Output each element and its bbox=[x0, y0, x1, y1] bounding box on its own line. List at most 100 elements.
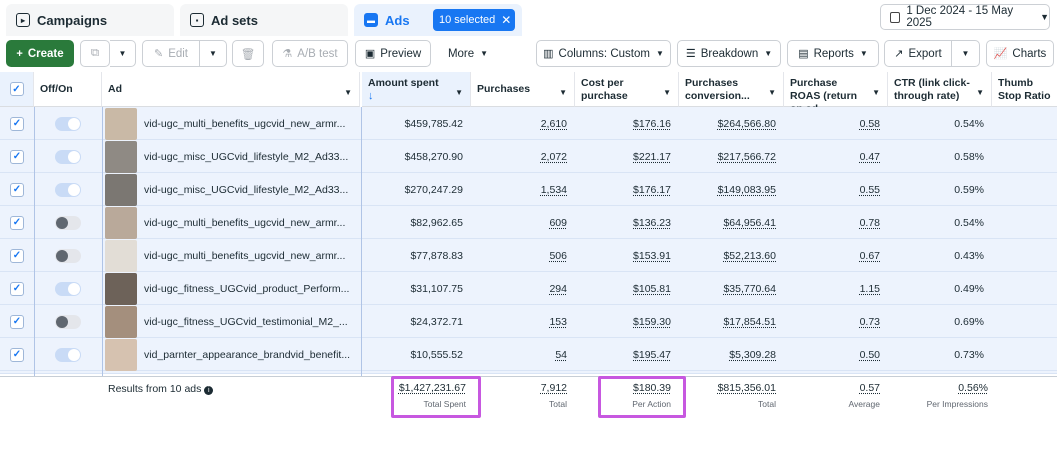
ad-name-cell[interactable]: vid-ugc_multi_benefits_ugcvid_new_armr..… bbox=[105, 206, 360, 239]
ad-name-cell[interactable]: vid-ugc_multi_benefits_ugcvid_new_armr..… bbox=[105, 107, 360, 140]
header-offon[interactable]: Off/On bbox=[34, 72, 102, 107]
sort-caret-icon[interactable]: ▼ bbox=[768, 88, 776, 97]
columns-button[interactable]: ▥ Columns: Custom ▼ bbox=[536, 40, 671, 67]
table-row[interactable]: ✓ vid-ugc_fitness_UGCvid_testimonial_M2_.… bbox=[0, 305, 1057, 338]
ad-name[interactable]: vid-ugc_misc_UGCvid_lifestyle_M2_Ad33... bbox=[144, 183, 349, 196]
ad-name[interactable]: vid_parnter_appearance_brandvid_benefit.… bbox=[144, 348, 351, 361]
header-purchase-roas[interactable]: Purchase ROAS (return on ad...▼ bbox=[784, 72, 888, 115]
more-button[interactable]: More ▼ bbox=[438, 40, 498, 67]
purchases-value[interactable]: 1,534 bbox=[540, 183, 567, 196]
purchases-conversion-value[interactable]: $52,213.60 bbox=[723, 249, 776, 262]
header-amount-spent[interactable]: Amount spent ↓ ▼ bbox=[362, 72, 471, 107]
purchase-roas-value[interactable]: 0.50 bbox=[859, 348, 880, 361]
ad-toggle[interactable] bbox=[55, 281, 81, 296]
table-row[interactable]: ✓ vid-ugc_multi_benefits_ugcvid_new_armr.… bbox=[0, 206, 1057, 239]
purchases-value[interactable]: 506 bbox=[549, 249, 567, 262]
header-purchases[interactable]: Purchases ▼ bbox=[471, 72, 575, 107]
ad-name-cell[interactable]: vid-ugc_misc_UGCvid_lifestyle_M2_Ad33... bbox=[105, 173, 360, 206]
purchases-value[interactable]: 2,072 bbox=[540, 150, 567, 163]
purchases-value[interactable]: 294 bbox=[549, 282, 567, 295]
purchases-conversion-value[interactable]: $35,770.64 bbox=[723, 282, 776, 295]
duplicate-button[interactable]: ⧉ bbox=[80, 40, 110, 67]
ad-toggle[interactable] bbox=[55, 347, 81, 362]
purchases-value[interactable]: 2,610 bbox=[540, 117, 567, 130]
ad-toggle[interactable] bbox=[55, 116, 81, 131]
purchases-conversion-value[interactable]: $5,309.28 bbox=[729, 348, 776, 361]
ab-test-button[interactable]: ⚗ A/B test bbox=[272, 40, 348, 67]
selection-pill[interactable]: 10 selected ✕ bbox=[433, 9, 515, 31]
cost-per-purchase-value[interactable]: $105.81 bbox=[633, 282, 671, 295]
row-checkbox[interactable]: ✓ bbox=[10, 347, 24, 362]
delete-button[interactable]: 🗑 bbox=[232, 40, 264, 67]
ad-name-cell[interactable]: vid_parnter_appearance_brandvid_benefit.… bbox=[105, 338, 360, 371]
table-row[interactable]: ✓ vid-ugc_multi_benefits_ugcvid_new_armr.… bbox=[0, 239, 1057, 272]
create-button[interactable]: + Create bbox=[6, 40, 74, 67]
cost-per-purchase-value[interactable]: $136.23 bbox=[633, 216, 671, 229]
ad-name[interactable]: vid-ugc_multi_benefits_ugcvid_new_armr..… bbox=[144, 249, 346, 262]
edit-menu-button[interactable]: ▼ bbox=[199, 40, 227, 67]
row-checkbox[interactable]: ✓ bbox=[10, 215, 24, 230]
purchases-conversion-value[interactable]: $17,854.51 bbox=[723, 315, 776, 328]
table-row[interactable]: ✓ vid_parnter_appearance_brandvid_benefit… bbox=[0, 338, 1057, 371]
row-checkbox[interactable]: ✓ bbox=[10, 248, 24, 263]
ad-toggle[interactable] bbox=[55, 314, 81, 329]
purchases-value[interactable]: 54 bbox=[555, 348, 567, 361]
header-cost-per-purchase[interactable]: Cost per purchase ▼ bbox=[575, 72, 679, 107]
date-range-picker[interactable]: 1 Dec 2024 - 15 May 2025 ▼ bbox=[880, 4, 1050, 30]
purchases-conversion-value[interactable]: $149,083.95 bbox=[717, 183, 776, 196]
ad-toggle[interactable] bbox=[55, 215, 81, 230]
cost-per-purchase-value[interactable]: $176.17 bbox=[633, 183, 671, 196]
reports-button[interactable]: ▤ Reports ▼ bbox=[787, 40, 879, 67]
preview-button[interactable]: ▣ Preview bbox=[355, 40, 431, 67]
purchase-roas-value[interactable]: 0.55 bbox=[859, 183, 880, 196]
ad-name[interactable]: vid-ugc_fitness_UGCvid_product_Perform..… bbox=[144, 282, 350, 295]
cost-per-purchase-value[interactable]: $195.47 bbox=[633, 348, 671, 361]
row-checkbox[interactable]: ✓ bbox=[10, 149, 24, 164]
clear-selection-icon[interactable]: ✕ bbox=[501, 13, 512, 27]
header-thumb-stop[interactable]: Thumb Stop Ratio bbox=[992, 72, 1057, 107]
ad-name-cell[interactable]: vid-ugc_fitness_UGCvid_testimonial_M2_..… bbox=[105, 305, 360, 338]
cost-per-purchase-value[interactable]: $221.17 bbox=[633, 150, 671, 163]
cost-per-purchase-value[interactable]: $159.30 bbox=[633, 315, 671, 328]
row-checkbox[interactable]: ✓ bbox=[10, 281, 24, 296]
ad-name[interactable]: vid-ugc_multi_benefits_ugcvid_new_armr..… bbox=[144, 117, 346, 130]
table-row[interactable]: ✓ vid-ugc_misc_UGCvid_lifestyle_M2_Ad33..… bbox=[0, 173, 1057, 206]
table-row[interactable]: ✓ vid-ugc_multi_benefits_ugcvid_new_armr.… bbox=[0, 107, 1057, 140]
purchases-conversion-value[interactable]: $64,956.41 bbox=[723, 216, 776, 229]
sort-caret-icon[interactable]: ▼ bbox=[976, 88, 984, 97]
ad-name-cell[interactable]: vid-ugc_fitness_UGCvid_product_Perform..… bbox=[105, 272, 360, 305]
sort-caret-icon[interactable]: ▼ bbox=[344, 88, 352, 97]
duplicate-menu-button[interactable]: ▼ bbox=[110, 40, 136, 67]
purchase-roas-value[interactable]: 0.73 bbox=[859, 315, 880, 328]
cost-per-purchase-value[interactable]: $153.91 bbox=[633, 249, 671, 262]
edit-button[interactable]: ✎ Edit bbox=[142, 40, 200, 67]
header-ctr[interactable]: CTR (link click-through rate) ▼ bbox=[888, 72, 992, 107]
row-checkbox[interactable]: ✓ bbox=[10, 182, 24, 197]
table-row[interactable]: ✓ vid-ugc_fitness_UGCvid_product_Perform.… bbox=[0, 272, 1057, 305]
ad-name-cell[interactable]: vid-ugc_misc_UGCvid_lifestyle_M2_Ad33... bbox=[105, 140, 360, 173]
purchase-roas-value[interactable]: 0.47 bbox=[859, 150, 880, 163]
purchase-roas-value[interactable]: 0.67 bbox=[859, 249, 880, 262]
tab-campaigns[interactable]: ▸ Campaigns bbox=[6, 4, 174, 36]
purchase-roas-value[interactable]: 0.78 bbox=[859, 216, 880, 229]
ad-name-cell[interactable]: vid-ugc_multi_benefits_ugcvid_new_armr..… bbox=[105, 239, 360, 272]
ad-name[interactable]: vid-ugc_multi_benefits_ugcvid_new_armr..… bbox=[144, 216, 346, 229]
info-icon[interactable]: i bbox=[204, 386, 214, 395]
purchases-conversion-value[interactable]: $217,566.72 bbox=[717, 150, 776, 163]
sort-caret-icon[interactable]: ▼ bbox=[559, 88, 567, 97]
purchases-value[interactable]: 153 bbox=[549, 315, 567, 328]
purchases-value[interactable]: 609 bbox=[549, 216, 567, 229]
ad-toggle[interactable] bbox=[55, 182, 81, 197]
breakdown-button[interactable]: ☰ Breakdown ▼ bbox=[677, 40, 781, 67]
tab-ad-sets[interactable]: ▪ Ad sets bbox=[180, 4, 348, 36]
row-checkbox[interactable]: ✓ bbox=[10, 314, 24, 329]
header-ad[interactable]: Ad ▼ bbox=[102, 72, 360, 107]
export-button[interactable]: ↗ Export bbox=[884, 40, 952, 67]
header-purchases-conversion[interactable]: Purchases conversion... ▼ bbox=[679, 72, 784, 107]
purchase-roas-value[interactable]: 0.58 bbox=[859, 117, 880, 130]
ad-toggle[interactable] bbox=[55, 149, 81, 164]
export-menu-button[interactable]: ▼ bbox=[951, 40, 980, 67]
purchase-roas-value[interactable]: 1.15 bbox=[859, 282, 880, 295]
table-row[interactable]: ✓ vid-ugc_misc_UGCvid_lifestyle_M2_Ad33..… bbox=[0, 140, 1057, 173]
sort-caret-icon[interactable]: ▼ bbox=[872, 88, 880, 97]
